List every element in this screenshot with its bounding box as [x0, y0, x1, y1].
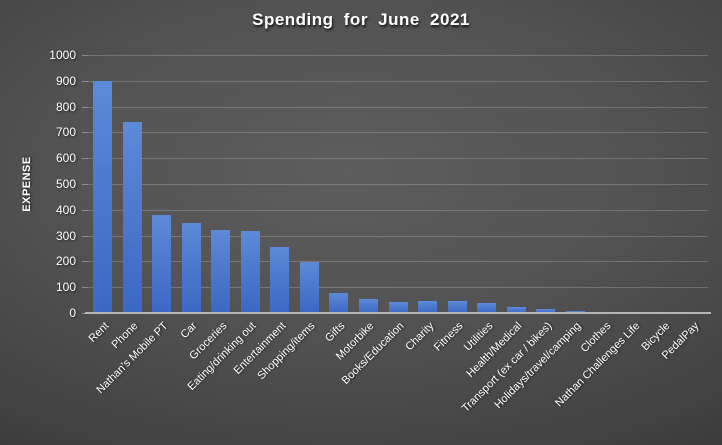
gridline-700 — [88, 132, 708, 134]
bar-charity — [418, 301, 438, 313]
y-axis-tick-300 — [82, 235, 88, 237]
y-axis-tick-700 — [82, 132, 88, 134]
bar-rent — [93, 81, 113, 313]
y-axis-tick-label-900: 900 — [55, 73, 76, 88]
gridline-200 — [88, 261, 708, 263]
y-axis-tick-label-800: 800 — [55, 99, 76, 114]
bar-health-medical — [506, 307, 526, 313]
bar-shopping-items — [299, 262, 319, 313]
y-axis-tick-label-1000: 1000 — [49, 48, 76, 62]
bar-eating-drinking-out — [240, 231, 260, 313]
y-axis-tick-label-600: 600 — [55, 151, 76, 166]
gridline-1000 — [88, 55, 708, 56]
bar-chart-plot-area: 0 100 200 300 400 500 600 700 800 900 1000 Rent Phon… — [49, 48, 711, 415]
bar-nathan-s-mobile-pt — [152, 215, 172, 313]
bar-gifts — [329, 293, 349, 313]
bar-motorbike — [358, 299, 378, 313]
y-axis-tick-label-100: 100 — [55, 280, 76, 295]
gridline-300 — [88, 235, 708, 237]
y-axis-tick-label-200: 200 — [55, 254, 76, 269]
y-axis-tick-label-400: 400 — [55, 202, 76, 217]
y-axis-tick-label-300: 300 — [55, 228, 76, 243]
gridline-900 — [88, 80, 708, 82]
x-axis-line — [85, 312, 711, 314]
y-axis-tick-100 — [82, 287, 88, 289]
y-axis-tick-900 — [82, 80, 88, 82]
y-axis-tick-800 — [82, 106, 88, 108]
y-axis-tick-label-0: 0 — [69, 306, 76, 320]
bar-phone — [122, 122, 142, 313]
y-axis-tick-label-700: 700 — [55, 125, 76, 140]
bar-books-education — [388, 302, 408, 313]
y-axis-tick-200 — [82, 261, 88, 263]
y-axis-tick-label-500: 500 — [55, 177, 76, 191]
gridline-400 — [88, 209, 708, 211]
bar-fitness — [447, 301, 467, 313]
gridline-800 — [88, 106, 708, 108]
chart-title: Spending for June 2021 — [252, 10, 470, 29]
bar-car — [181, 223, 201, 313]
y-axis-tick-1000 — [82, 55, 88, 56]
y-axis-tick-600 — [82, 158, 88, 160]
bar-entertainment — [270, 247, 290, 313]
bar-groceries — [211, 230, 231, 313]
gridline-600 — [88, 158, 708, 160]
y-axis-tick-500 — [82, 184, 88, 185]
gridline-100 — [88, 287, 708, 289]
gridline-500 — [88, 184, 708, 185]
bar-transport-ex-car-bikes — [536, 309, 556, 313]
y-axis-tick-400 — [82, 209, 88, 211]
bar-utilities — [477, 303, 497, 313]
